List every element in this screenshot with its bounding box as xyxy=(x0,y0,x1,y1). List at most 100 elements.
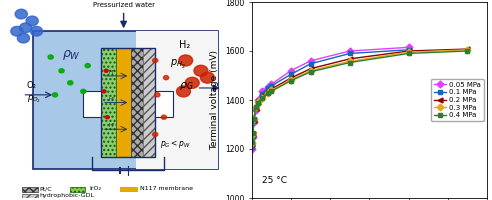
Circle shape xyxy=(177,86,190,97)
Bar xyxy=(101,48,155,157)
Text: hydrophobic-GDL: hydrophobic-GDL xyxy=(40,193,95,198)
0.3 MPa xyxy=(288,78,294,81)
0.05 MPa xyxy=(265,85,271,88)
0.4 MPa xyxy=(253,106,259,108)
0.4 MPa xyxy=(250,132,256,135)
Bar xyxy=(116,48,131,157)
0.1 MPa xyxy=(406,49,412,51)
0.1 MPa xyxy=(347,52,353,55)
0.2 MPa xyxy=(265,90,271,93)
Bar xyxy=(143,48,155,157)
0.1 MPa xyxy=(308,63,313,65)
0.3 MPa xyxy=(464,49,470,51)
Text: H₂: H₂ xyxy=(179,40,190,50)
Text: O₂: O₂ xyxy=(27,81,36,90)
Bar xyxy=(22,194,37,199)
Circle shape xyxy=(15,9,28,19)
0.1 MPa xyxy=(251,120,257,122)
Line: 0.2 MPa: 0.2 MPa xyxy=(250,47,470,147)
0.3 MPa xyxy=(347,60,353,62)
Bar xyxy=(101,48,116,157)
Circle shape xyxy=(67,81,73,85)
Circle shape xyxy=(48,55,53,59)
Circle shape xyxy=(153,132,158,136)
0.05 MPa xyxy=(249,148,255,150)
0.1 MPa xyxy=(288,73,294,75)
Circle shape xyxy=(17,33,30,43)
0.05 MPa xyxy=(308,60,313,62)
Circle shape xyxy=(81,89,86,93)
Bar xyxy=(136,31,218,169)
0.05 MPa xyxy=(255,99,261,101)
0.1 MPa xyxy=(253,107,259,110)
0.3 MPa xyxy=(249,142,255,144)
0.1 MPa xyxy=(249,145,255,148)
0.05 MPa xyxy=(269,83,275,85)
0.3 MPa xyxy=(269,89,275,91)
Bar xyxy=(22,187,37,192)
Text: $\rho_G$: $\rho_G$ xyxy=(179,80,194,92)
Bar xyxy=(155,91,173,117)
Text: H⁺: H⁺ xyxy=(108,70,115,75)
0.2 MPa xyxy=(464,48,470,50)
Circle shape xyxy=(161,115,166,119)
Text: Pressurized water: Pressurized water xyxy=(92,2,154,8)
0.1 MPa xyxy=(259,93,265,95)
Circle shape xyxy=(26,16,38,26)
Text: N117 membrane: N117 membrane xyxy=(140,186,193,191)
Bar xyxy=(101,48,116,157)
0.4 MPa xyxy=(265,92,271,95)
Circle shape xyxy=(11,26,23,36)
0.2 MPa xyxy=(406,50,412,52)
0.2 MPa xyxy=(347,58,353,60)
0.3 MPa xyxy=(308,69,313,72)
0.2 MPa xyxy=(251,118,257,121)
Text: $p_G < p_W$: $p_G < p_W$ xyxy=(159,138,190,150)
Text: $p_{H_2}$: $p_{H_2}$ xyxy=(170,58,186,71)
Circle shape xyxy=(153,58,158,63)
0.3 MPa xyxy=(406,51,412,53)
0.4 MPa xyxy=(464,50,470,52)
0.2 MPa xyxy=(288,77,294,79)
Circle shape xyxy=(52,93,58,97)
Bar xyxy=(70,187,86,192)
0.2 MPa xyxy=(269,88,275,90)
Bar xyxy=(131,48,143,157)
0.2 MPa xyxy=(255,101,261,103)
Text: Pt/C: Pt/C xyxy=(40,186,52,191)
0.1 MPa xyxy=(269,85,275,87)
Circle shape xyxy=(31,26,43,36)
FancyBboxPatch shape xyxy=(33,31,218,169)
0.2 MPa xyxy=(249,143,255,145)
0.2 MPa xyxy=(259,95,265,98)
0.4 MPa xyxy=(251,117,257,120)
0.05 MPa xyxy=(251,121,257,123)
Line: 0.1 MPa: 0.1 MPa xyxy=(250,47,411,149)
0.3 MPa xyxy=(250,133,256,135)
0.05 MPa xyxy=(250,136,256,138)
0.3 MPa xyxy=(251,118,257,120)
Text: H⁺: H⁺ xyxy=(108,97,115,102)
Circle shape xyxy=(163,76,169,80)
0.1 MPa xyxy=(250,134,256,137)
Text: IrO₂: IrO₂ xyxy=(90,186,102,191)
0.4 MPa xyxy=(347,61,353,64)
Line: 0.3 MPa: 0.3 MPa xyxy=(250,47,470,145)
0.05 MPa xyxy=(253,109,259,111)
Text: 25 °C: 25 °C xyxy=(262,176,287,185)
0.05 MPa xyxy=(347,50,353,52)
Circle shape xyxy=(102,90,106,93)
Text: H⁺: H⁺ xyxy=(108,123,115,128)
0.3 MPa xyxy=(255,101,261,104)
Text: $\rho_W$: $\rho_W$ xyxy=(62,48,80,62)
0.2 MPa xyxy=(250,133,256,136)
Text: $p_{O_2}$: $p_{O_2}$ xyxy=(27,93,41,105)
0.2 MPa xyxy=(308,67,313,70)
0.4 MPa xyxy=(269,90,275,92)
Circle shape xyxy=(85,64,91,68)
Circle shape xyxy=(104,69,108,72)
Circle shape xyxy=(105,116,109,119)
0.2 MPa xyxy=(253,107,259,109)
0.4 MPa xyxy=(249,141,255,143)
Line: 0.05 MPa: 0.05 MPa xyxy=(250,45,411,151)
